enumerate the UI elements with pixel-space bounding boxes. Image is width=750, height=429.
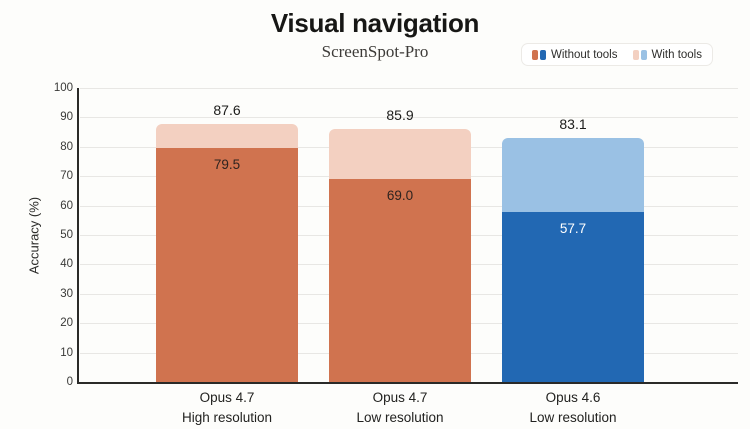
y-tick-label: 100: [53, 82, 73, 94]
legend-label: Without tools: [551, 48, 618, 61]
y-tick-label: 50: [60, 229, 73, 241]
value-label-with-tools: 87.6: [213, 102, 241, 119]
y-tick-label: 30: [60, 287, 73, 300]
y-tick-label: 90: [60, 111, 73, 124]
bar-without-tools: [329, 179, 471, 382]
x-axis-category-label: Opus 4.7 Low resolution: [300, 388, 500, 429]
y-axis-line: [77, 88, 79, 384]
category-model-name: Opus 4.7: [199, 390, 255, 405]
bar-without-tools: [156, 148, 298, 382]
chart-subtitle: ScreenSpot-Pro: [321, 42, 429, 61]
value-label-without-tools: 69.0: [386, 188, 414, 204]
category-resolution: High resolution: [181, 410, 273, 426]
x-axis-line: [77, 382, 738, 384]
category-model-name: Opus 4.7: [372, 390, 428, 405]
value-label-with-tools: 85.9: [386, 107, 414, 124]
value-label-with-tools: 83.1: [559, 115, 587, 132]
category-resolution: Low resolution: [529, 410, 617, 426]
chart-legend: Without tools With tools: [521, 43, 713, 66]
gridline: [80, 88, 738, 89]
y-tick-label: 20: [60, 317, 73, 330]
value-label-without-tools: 79.5: [213, 157, 241, 173]
legend-swatch-icon: [532, 49, 547, 60]
category-resolution: Low resolution: [356, 410, 444, 426]
y-tick-label: 0: [66, 376, 73, 388]
legend-color-swatch: [640, 49, 647, 60]
legend-item-without-tools: Without tools: [532, 48, 618, 61]
y-tick-label: 40: [60, 258, 73, 271]
legend-color-swatch: [540, 49, 547, 60]
gridline: [80, 117, 738, 119]
legend-color-swatch: [632, 49, 639, 60]
category-model-name: Opus 4.6: [545, 390, 601, 405]
legend-label: With tools: [651, 48, 703, 61]
y-tick-label: 10: [60, 346, 73, 359]
legend-color-swatch: [532, 49, 539, 60]
legend-swatch-icon: [632, 49, 647, 60]
y-tick-label: 60: [60, 199, 73, 212]
plot-area: 0 10 20 30 40 50 60 70 80 90 100 87.6 79.5 Opus 4.7 Hi…: [54, 82, 738, 425]
value-label-without-tools: 57.7: [559, 221, 587, 237]
legend-item-with-tools: With tools: [632, 48, 703, 61]
x-axis-category-label: Opus 4.6 Low resolution: [473, 388, 673, 429]
chart-title: Visual navigation: [270, 8, 480, 38]
y-tick-label: 70: [60, 170, 73, 183]
y-tick-label: 80: [60, 140, 73, 153]
x-axis-category-label: Opus 4.7 High resolution: [127, 388, 327, 429]
bar-without-tools: [502, 212, 644, 382]
